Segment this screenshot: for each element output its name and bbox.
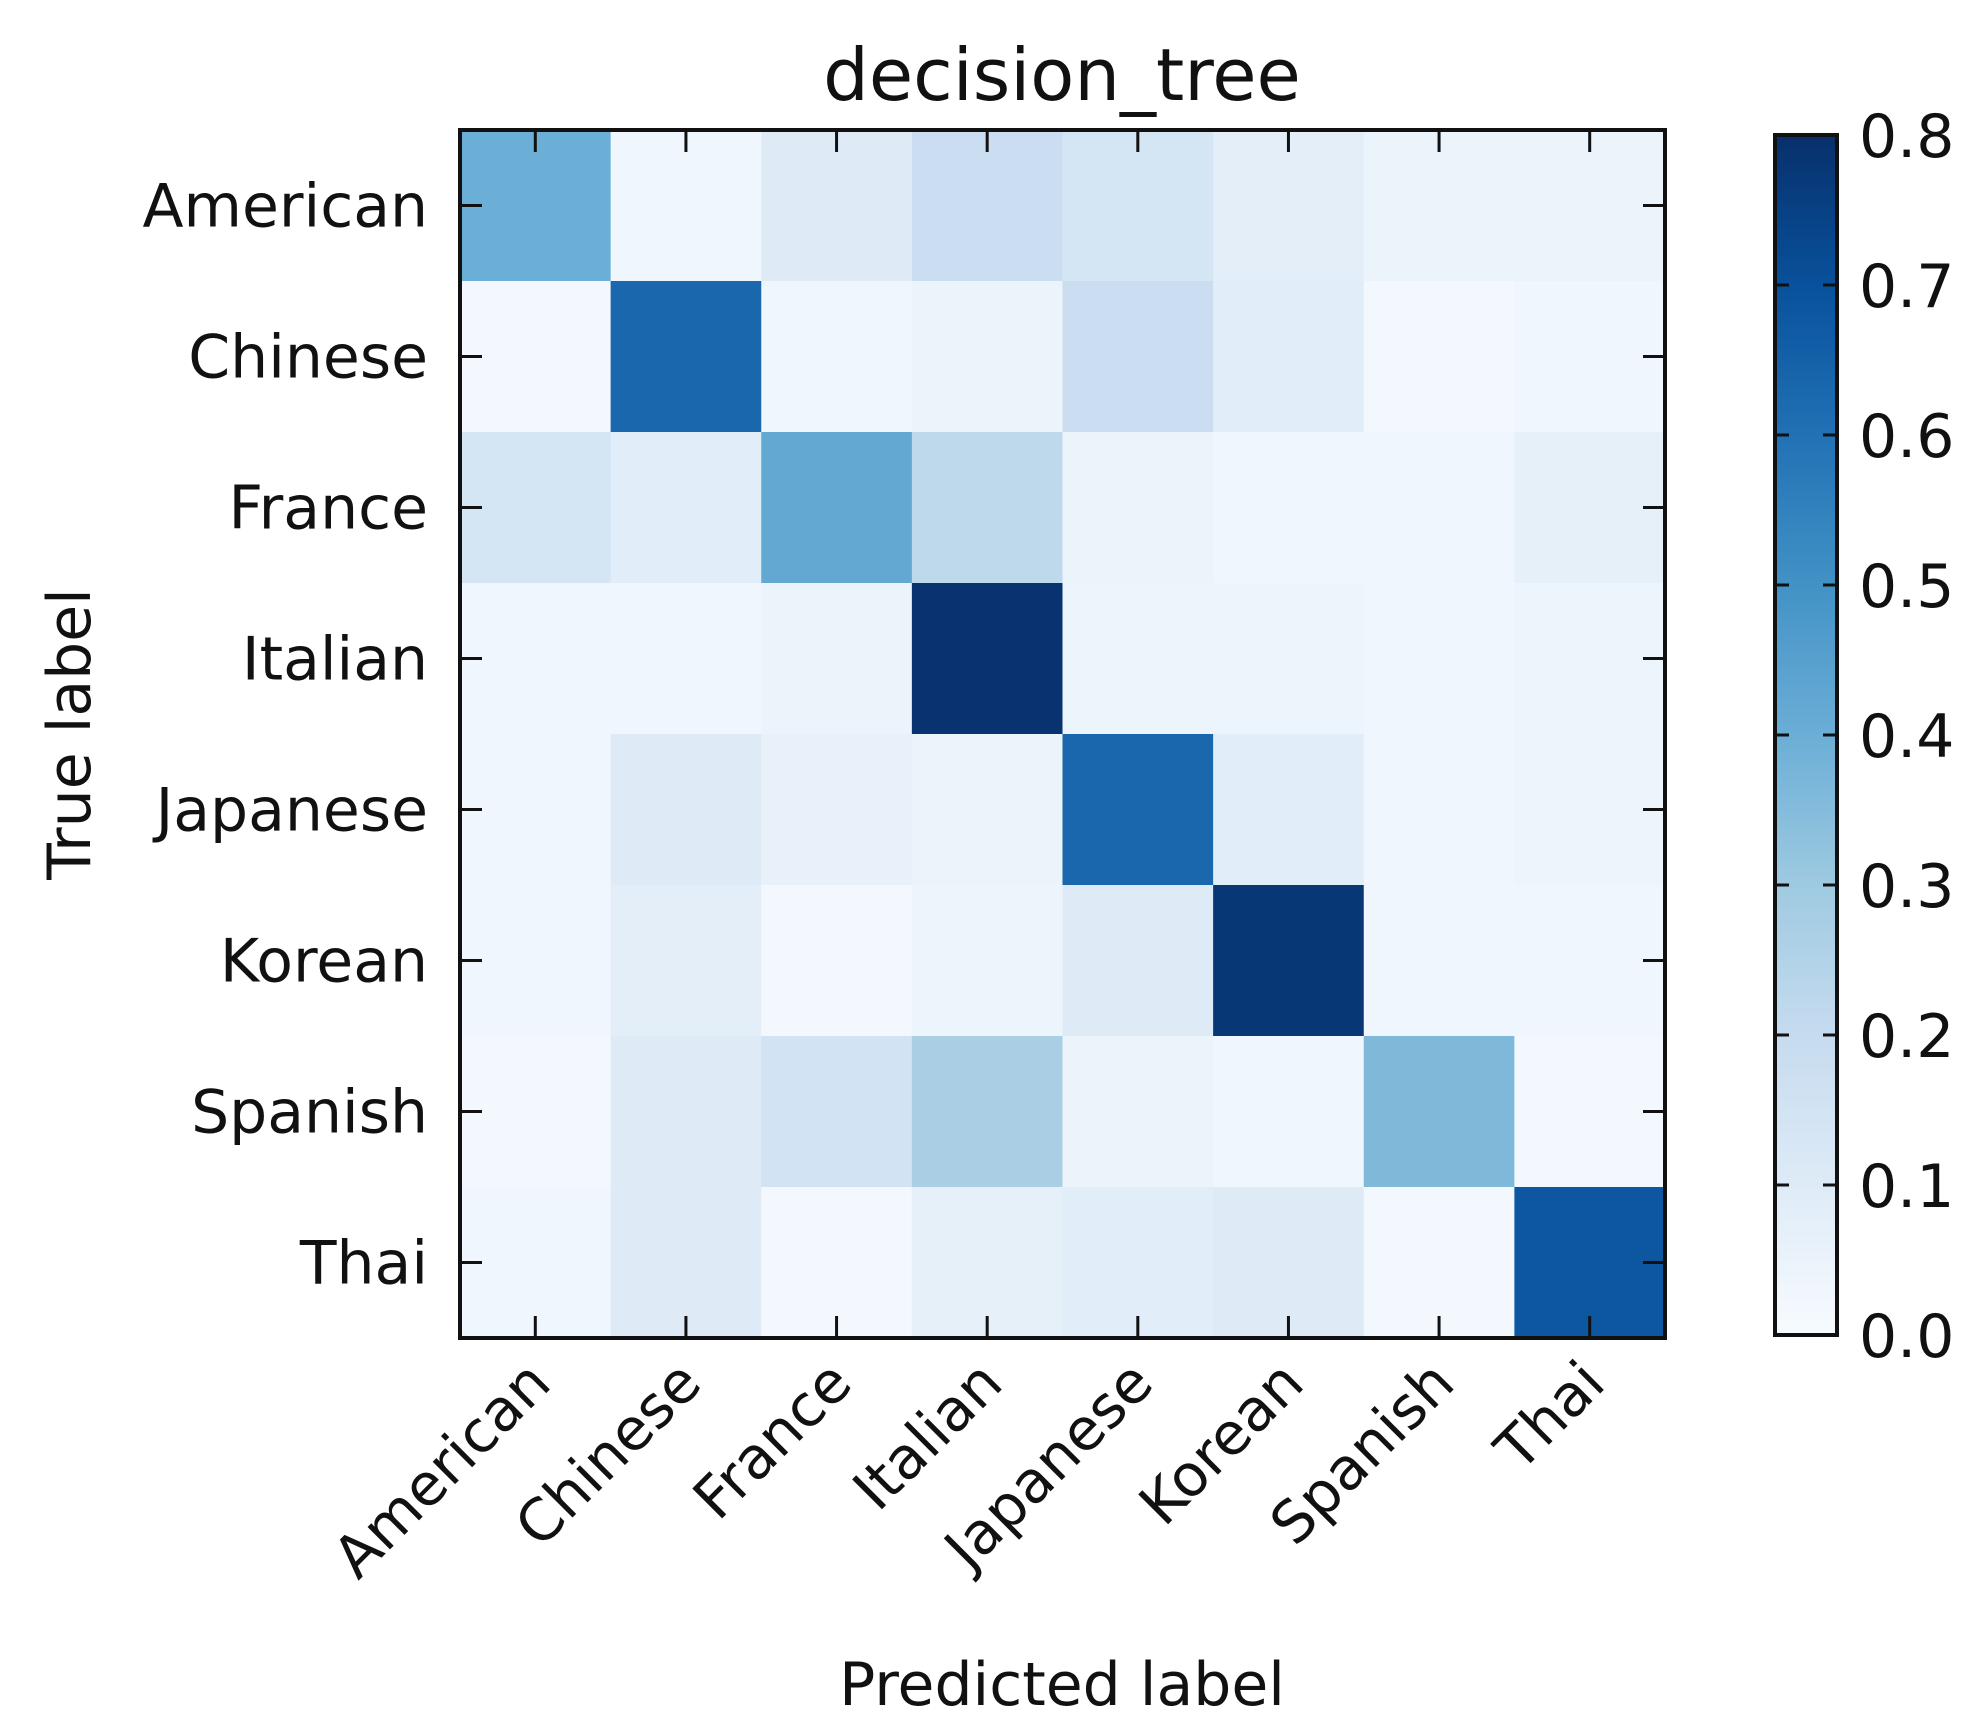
colorbar-tick-label-8: 0.8 bbox=[1859, 102, 1954, 172]
cell-thai-france bbox=[761, 1187, 913, 1339]
cell-chinese-italian bbox=[911, 281, 1064, 433]
y-tick-label-france: France bbox=[228, 474, 428, 544]
y-axis-label: True label bbox=[35, 588, 105, 881]
cell-japanese-japanese bbox=[1062, 734, 1214, 886]
cell-thai-american bbox=[460, 1187, 612, 1339]
cell-chinese-japanese bbox=[1062, 281, 1214, 433]
cell-korean-american bbox=[460, 885, 612, 1037]
cell-american-chinese bbox=[610, 130, 762, 282]
cell-thai-italian bbox=[911, 1187, 1064, 1339]
colorbar-tick-label-0: 0.0 bbox=[1859, 1302, 1954, 1372]
x-tick-label-thai: Thai bbox=[1481, 1348, 1617, 1484]
cell-spanish-american bbox=[460, 1036, 612, 1188]
cell-chinese-spanish bbox=[1363, 281, 1515, 433]
cell-spanish-chinese bbox=[610, 1036, 762, 1188]
colorbar-tick-label-5: 0.5 bbox=[1859, 552, 1954, 622]
axis-ticks bbox=[460, 130, 1665, 1338]
cell-japanese-italian bbox=[911, 734, 1064, 886]
cell-italian-japanese bbox=[1062, 583, 1214, 735]
cell-japanese-korean bbox=[1213, 734, 1365, 886]
cell-korean-france bbox=[761, 885, 913, 1037]
cell-italian-american bbox=[460, 583, 612, 735]
y-tick-label-italian: Italian bbox=[242, 625, 428, 695]
cell-chinese-korean bbox=[1213, 281, 1365, 433]
cell-japanese-france bbox=[761, 734, 913, 886]
cell-thai-spanish bbox=[1363, 1187, 1515, 1339]
cell-korean-spanish bbox=[1363, 885, 1515, 1037]
y-tick-label-chinese: Chinese bbox=[188, 323, 428, 393]
cell-thai-japanese bbox=[1062, 1187, 1214, 1339]
y-tick-label-korean: Korean bbox=[220, 927, 428, 997]
cell-spanish-korean bbox=[1213, 1036, 1365, 1188]
colorbar-tick-label-3: 0.3 bbox=[1859, 852, 1954, 922]
cell-france-italian bbox=[911, 432, 1064, 584]
x-tick-label-american: American bbox=[320, 1348, 563, 1591]
cell-american-american bbox=[460, 130, 612, 282]
cell-italian-italian bbox=[911, 583, 1064, 735]
x-axis-label: Predicted label bbox=[839, 1650, 1285, 1720]
y-tick-label-american: American bbox=[142, 172, 428, 242]
cell-korean-japanese bbox=[1062, 885, 1214, 1037]
cell-france-american bbox=[460, 432, 612, 584]
colorbar-tick-label-1: 0.1 bbox=[1859, 1152, 1954, 1222]
cell-american-thai bbox=[1514, 130, 1666, 282]
cell-italian-spanish bbox=[1363, 583, 1515, 735]
cell-american-japanese bbox=[1062, 130, 1214, 282]
cell-italian-chinese bbox=[610, 583, 762, 735]
cell-japanese-american bbox=[460, 734, 612, 886]
cell-japanese-spanish bbox=[1363, 734, 1515, 886]
cell-thai-thai bbox=[1514, 1187, 1666, 1339]
x-tick-label-france: France bbox=[680, 1348, 864, 1532]
colorbar-tick-label-6: 0.6 bbox=[1859, 402, 1954, 472]
cell-france-spanish bbox=[1363, 432, 1515, 584]
cell-thai-chinese bbox=[610, 1187, 762, 1339]
cell-japanese-chinese bbox=[610, 734, 762, 886]
cell-thai-korean bbox=[1213, 1187, 1365, 1339]
heatmap-cells bbox=[460, 130, 1666, 1339]
cell-chinese-chinese bbox=[610, 281, 762, 433]
cell-korean-korean bbox=[1213, 885, 1365, 1037]
cell-france-japanese bbox=[1062, 432, 1214, 584]
cell-italian-korean bbox=[1213, 583, 1365, 735]
cell-spanish-spanish bbox=[1363, 1036, 1515, 1188]
cell-france-korean bbox=[1213, 432, 1365, 584]
cell-american-italian bbox=[911, 130, 1064, 282]
plot-frame bbox=[458, 128, 1667, 1340]
colorbar-tick-label-7: 0.7 bbox=[1859, 252, 1954, 322]
cell-spanish-france bbox=[761, 1036, 913, 1188]
cell-spanish-thai bbox=[1514, 1036, 1666, 1188]
y-tick-label-japanese: Japanese bbox=[152, 776, 428, 846]
cell-italian-thai bbox=[1514, 583, 1666, 735]
colorbar-tick-label-2: 0.2 bbox=[1859, 1002, 1954, 1072]
cell-france-chinese bbox=[610, 432, 762, 584]
cell-japanese-thai bbox=[1514, 734, 1666, 886]
cell-korean-chinese bbox=[610, 885, 762, 1037]
colorbar-ticks: 0.0 0.1 0.2 0.3 0.4 0.5 0.6 0.7 0.8 bbox=[1775, 102, 1954, 1372]
cell-spanish-japanese bbox=[1062, 1036, 1214, 1188]
cell-france-france bbox=[761, 432, 913, 584]
cell-american-spanish bbox=[1363, 130, 1515, 282]
cell-american-korean bbox=[1213, 130, 1365, 282]
y-tick-label-thai: Thai bbox=[299, 1229, 428, 1299]
cell-chinese-american bbox=[460, 281, 612, 433]
x-tick-labels: AmericanChineseFranceItalianJapaneseKore… bbox=[320, 1348, 1618, 1591]
chart-title: decision_tree bbox=[823, 33, 1301, 117]
cell-chinese-thai bbox=[1514, 281, 1666, 433]
cell-spanish-italian bbox=[911, 1036, 1064, 1188]
colorbar-tick-label-4: 0.4 bbox=[1859, 702, 1954, 772]
y-tick-label-spanish: Spanish bbox=[191, 1078, 428, 1148]
y-tick-labels: American Chinese France Italian Japanese Kore… bbox=[142, 172, 428, 1299]
cell-italian-france bbox=[761, 583, 913, 735]
cell-korean-italian bbox=[911, 885, 1064, 1037]
cell-france-thai bbox=[1514, 432, 1666, 584]
cell-korean-thai bbox=[1514, 885, 1666, 1037]
cell-chinese-france bbox=[761, 281, 913, 433]
cell-american-france bbox=[761, 130, 913, 282]
